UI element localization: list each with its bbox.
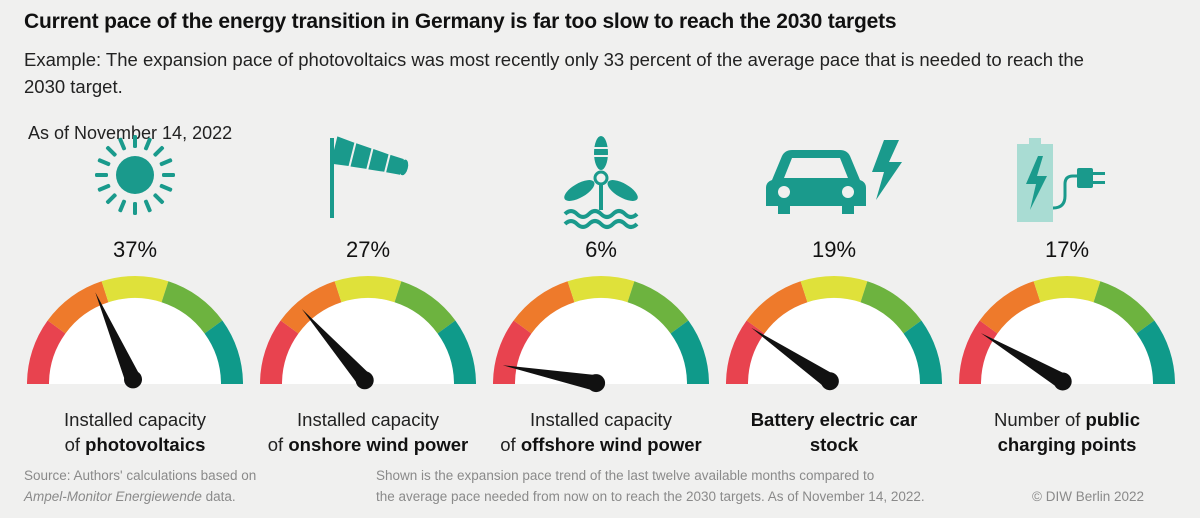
gauge-needle [980,333,1067,389]
gauge-face [515,298,687,384]
gauge-needle-hub [355,371,374,390]
gauge-band-2 [746,281,808,334]
gauge-needle-hub [820,372,839,391]
gauge-band-3 [334,276,402,303]
gauge [260,276,476,390]
gauge-band-3 [101,276,169,303]
gauge-panel-onshore-wind: 27% Installed capacity of onshore wind p… [248,120,488,460]
copyright: © DIW Berlin 2022 [1032,489,1144,504]
gauge-needle [751,327,835,388]
gauge-needle-hub [1053,372,1072,391]
value-label: 19% [811,237,857,262]
gauge-band-4 [1093,281,1155,334]
gauge-band-5 [670,320,709,384]
gauge-label: Number of public charging points [994,409,1140,455]
gauge [959,276,1175,391]
value-label: 27% [345,237,391,262]
gauge-band-1 [726,320,765,384]
gauge-band-2 [47,281,109,334]
method-note: Shown is the expansion pace trend of the… [376,468,925,504]
gauge [27,276,243,389]
source-note: Source: Authors' calculations based on A… [24,468,257,504]
gauge-band-4 [161,281,223,334]
gauge-label: Battery electric car stock [750,409,918,455]
gauge-band-2 [280,281,342,334]
gauge-label: Installed capacity of onshore wind power [267,409,469,455]
as-of-date: As of November 14, 2022 [28,123,233,143]
gauge-face [49,298,221,384]
gauge-panel-photovoltaics: 37% Installed capacity of photovoltaics [15,120,255,460]
gauge-band-5 [903,320,942,384]
gauge-panel-electric-cars: 19% Battery electric car stock [714,120,954,460]
chart-title: Current pace of the energy transition in… [24,10,897,33]
gauge-label: Installed capacity of offshore wind powe… [500,409,702,455]
gauge-band-3 [1033,276,1101,303]
gauge-band-1 [27,320,66,384]
gauge-face [282,298,454,384]
gauge-band-1 [260,320,299,384]
gauge-band-3 [567,276,635,303]
gauge-needle [95,292,141,383]
gauge-band-2 [979,281,1041,334]
gauge-band-1 [493,320,532,384]
gauge-needle [301,308,371,386]
gauge-needle [502,365,598,391]
gauge-band-5 [204,320,243,384]
chart-subtitle: Example: The expansion pace of photovolt… [24,49,1084,97]
gauge-band-3 [800,276,868,303]
gauge-band-5 [1136,320,1175,384]
gauge-label: Installed capacity of photovoltaics [64,409,206,455]
gauge [726,276,942,391]
charging-station-icon [1017,138,1105,222]
value-label: 37% [112,237,158,262]
gauge-needle-hub [587,374,606,393]
gauge-panel-offshore-wind: 6% Installed capacity of offshore wind p… [481,120,721,460]
gauge-panel-charging-points: 17% Number of public charging points [947,120,1187,460]
gauge-band-5 [437,320,476,384]
sun-icon [95,135,175,215]
gauge [493,276,709,393]
offshore-wind-turbine-icon [563,136,639,229]
electric-car-icon [766,140,902,214]
gauge-needle-hub [124,370,143,389]
value-label: 6% [585,237,617,262]
gauge-face [748,298,920,384]
value-label: 17% [1044,237,1090,262]
windsock-icon [330,136,409,218]
gauge-band-4 [627,281,689,334]
gauge-band-4 [860,281,922,334]
gauge-band-2 [513,281,575,334]
gauge-band-4 [394,281,456,334]
gauge-band-1 [959,320,998,384]
